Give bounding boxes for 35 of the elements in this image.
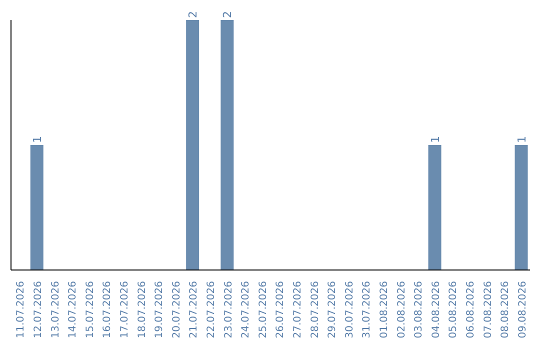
x-tick-label: 22.07.2026	[206, 281, 217, 338]
x-tick-label: 17.07.2026	[119, 281, 130, 338]
x-tick-label: 11.07.2026	[16, 281, 27, 338]
x-tick-label: 29.07.2026	[327, 281, 338, 338]
x-tick-label: 12.07.2026	[32, 281, 44, 338]
x-tick-label: 15.07.2026	[84, 281, 96, 338]
x-tick-label: 30.07.2026	[344, 281, 356, 338]
x-tick-label: 16.07.2026	[102, 281, 114, 338]
x-tick-label: 24.07.2026	[240, 281, 252, 338]
x-tick-label: 08.08.2026	[500, 281, 512, 338]
x-tick-label: 18.07.2026	[136, 281, 148, 338]
x-tick-label: 25.07.2026	[258, 281, 269, 338]
x-tick-label: 26.07.2026	[275, 281, 286, 338]
x-tick-label: 20.07.2026	[171, 281, 182, 338]
data-label: 1	[515, 136, 528, 143]
x-tick-label: 07.08.2026	[482, 281, 494, 338]
x-tick-label: 28.07.2026	[310, 281, 321, 338]
x-tick-label: 27.07.2026	[292, 281, 304, 338]
x-tick-label: 19.07.2026	[154, 281, 166, 338]
data-label: 1	[428, 136, 442, 143]
x-tick-label: 06.08.2026	[465, 281, 476, 338]
x-tick-label: 21.07.2026	[188, 281, 200, 338]
data-label: 1	[30, 136, 44, 143]
x-tick-label: 13.07.2026	[50, 281, 62, 338]
x-tick-label: 04.08.2026	[430, 281, 442, 338]
x-tick-label: 09.08.2026	[517, 281, 528, 338]
data-label: 2	[221, 11, 234, 18]
x-tick-label: 31.07.2026	[362, 281, 373, 338]
x-tick-label: 14.07.2026	[68, 281, 79, 338]
data-label: 2	[186, 11, 200, 18]
x-tick-label: 03.08.2026	[414, 281, 425, 338]
x-tick-label: 23.07.2026	[223, 281, 234, 338]
x-tick-label: 02.08.2026	[396, 281, 408, 338]
x-tick-label: 05.08.2026	[448, 281, 460, 338]
x-tick-label: 01.08.2026	[378, 281, 390, 338]
